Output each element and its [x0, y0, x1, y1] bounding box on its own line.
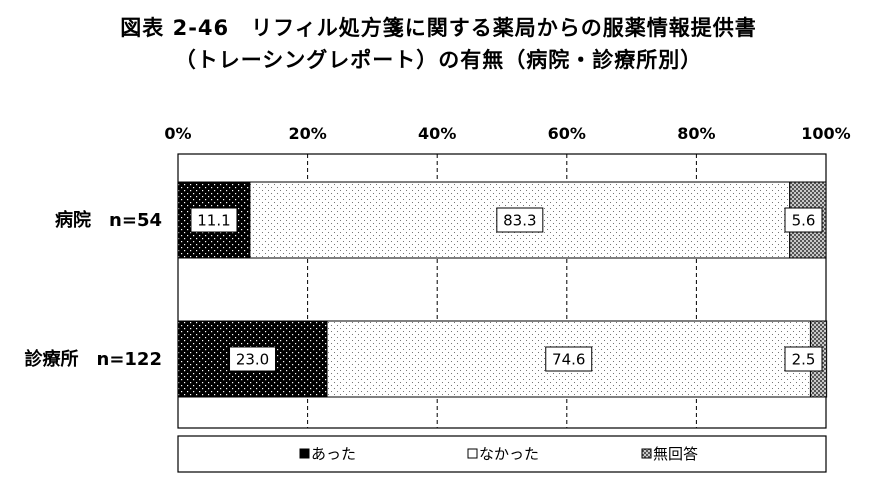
data-label: 11.1: [190, 207, 238, 233]
data-label-text: 83.3: [503, 212, 536, 230]
data-label-box: [190, 207, 238, 233]
data-label-box: [784, 207, 823, 233]
data-label-text: 2.5: [792, 351, 816, 369]
x-tick-label: 100%: [801, 124, 850, 143]
chart-title-line1: 図表 2-46 リフィル処方箋に関する薬局からの服薬情報提供書: [120, 16, 757, 40]
data-label-box: [784, 346, 823, 372]
legend-swatch: [299, 448, 310, 459]
legend-swatch: [641, 448, 652, 459]
x-tick-label: 60%: [548, 124, 586, 143]
data-label-box: [545, 346, 593, 372]
data-label: 5.6: [784, 207, 823, 233]
legend-box: [177, 435, 827, 473]
category-label: 診療所 n=122: [25, 348, 162, 370]
category-label: 病院 n=54: [55, 209, 162, 231]
legend-label: なかった: [479, 445, 539, 463]
data-label-text: 74.6: [552, 351, 585, 369]
data-label-box: [496, 207, 544, 233]
legend-swatch: [467, 448, 478, 459]
data-label-text: 5.6: [792, 212, 816, 230]
x-tick-label: 80%: [677, 124, 715, 143]
x-tick-label: 40%: [418, 124, 456, 143]
legend-label: あった: [311, 445, 356, 463]
data-label: 2.5: [784, 346, 823, 372]
data-label-box: [229, 346, 277, 372]
data-label: 74.6: [545, 346, 593, 372]
data-label-text: 23.0: [236, 351, 269, 369]
x-tick-label: 0%: [164, 124, 191, 143]
data-label: 23.0: [229, 346, 277, 372]
data-label: 83.3: [496, 207, 544, 233]
data-label-text: 11.1: [197, 212, 230, 230]
x-tick-label: 20%: [288, 124, 326, 143]
legend-label: 無回答: [653, 445, 698, 463]
chart-title-line2: （トレーシングレポート）の有無（病院・診療所別）: [174, 48, 703, 72]
